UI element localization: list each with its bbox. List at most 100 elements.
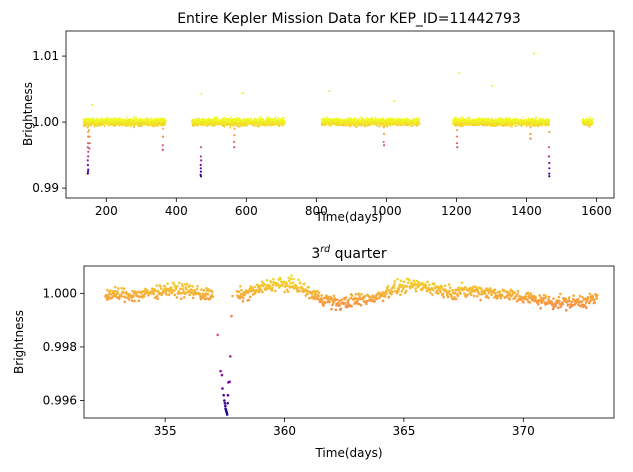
data-point [163,118,166,121]
data-point [411,125,414,127]
data-point [224,121,227,124]
data-point [406,124,409,127]
data-point [340,121,343,124]
data-point [459,117,462,120]
data-point [195,121,198,124]
data-point [398,123,401,126]
data-point [127,118,129,121]
data-point [139,118,141,120]
data-point [150,122,153,125]
data-point [346,117,349,119]
data-point [131,120,134,123]
data-point [348,124,351,127]
data-point [132,125,135,128]
data-point [134,119,137,121]
data-point [240,123,242,126]
data-point [213,116,216,119]
data-point [404,123,407,126]
data-point [376,125,379,128]
data-point [83,123,86,126]
data-point [514,117,516,120]
data-point [280,121,283,124]
data-point [250,124,253,126]
data-point [326,115,329,118]
data-point [242,119,245,122]
data-point [260,117,263,120]
data-point [215,119,218,121]
data-point [192,125,195,127]
data-point [141,123,143,126]
data-point [356,124,359,127]
data-point [480,118,483,120]
data-point [417,119,420,122]
data-point [256,125,259,127]
data-point [320,118,323,120]
data-point [350,124,353,127]
data-point [111,123,114,126]
data-point [116,123,119,126]
data-point [358,122,360,125]
data-point [231,123,233,126]
data-point [263,124,266,127]
data-point [129,124,132,127]
data-point [414,121,416,124]
data-point [208,120,211,122]
data-point [207,122,210,125]
data-point [202,122,205,125]
data-point [144,121,147,124]
data-point [237,125,240,128]
data-point [268,119,271,122]
data-point [525,125,528,128]
data-point [150,116,153,119]
data-point [109,122,112,125]
data-point [349,117,352,120]
data-point [398,121,401,124]
data-point [384,124,387,127]
data-point [91,122,93,125]
data-point [82,121,85,124]
data-point [152,122,155,125]
data-point [249,117,252,120]
data-point [218,120,221,123]
data-point [371,119,374,122]
data-point [133,122,136,124]
data-point [127,124,130,127]
data-point [245,120,248,123]
data-point [197,119,199,122]
data-point [267,118,270,120]
data-point [125,122,128,125]
data-point [334,121,337,124]
data-point [95,117,98,120]
top-panel: Entire Kepler Mission Data for KEP_ID=11… [21,11,615,224]
data-point [211,122,214,124]
data-point [324,118,327,120]
data-point [137,122,140,125]
data-point [373,120,376,123]
data-point [327,118,330,121]
data-point [114,121,117,124]
data-point [344,124,347,127]
data-point [338,121,340,123]
data-point [346,118,349,121]
data-point [106,117,108,120]
data-point [157,118,160,121]
data-point [135,123,138,125]
data-point [244,118,247,121]
data-point [142,121,145,124]
data-point [254,121,257,123]
data-point [477,124,480,126]
data-point [388,122,391,124]
data-point [99,124,102,127]
data-point [107,124,110,127]
data-point [403,120,406,123]
data-point [514,125,517,127]
data-point [386,125,389,128]
data-point [223,118,226,121]
data-point [322,122,325,125]
data-point [394,122,397,125]
data-point [261,124,264,127]
data-point [125,124,128,127]
data-point [216,123,219,126]
data-point [331,122,334,125]
